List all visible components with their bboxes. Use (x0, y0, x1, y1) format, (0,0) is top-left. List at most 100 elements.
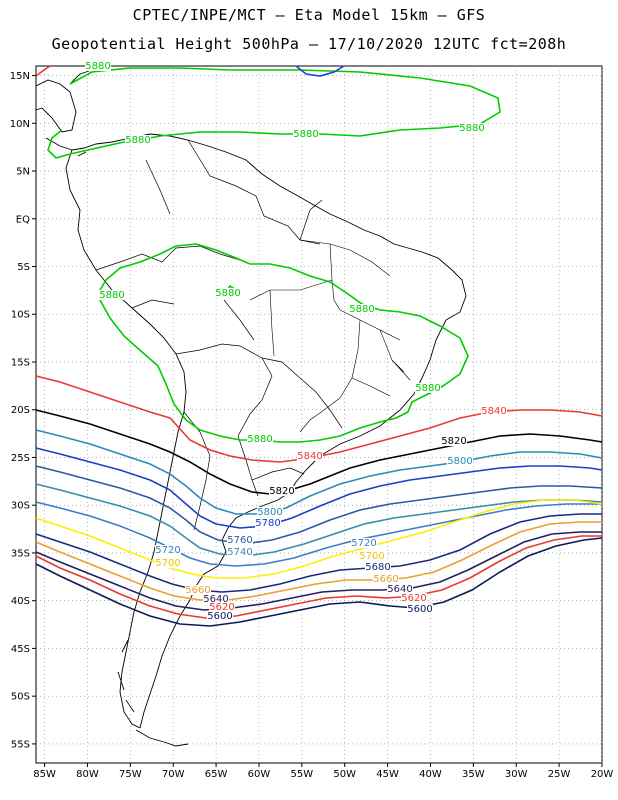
contour-label-bg (359, 551, 385, 561)
contour-label-bg (215, 288, 241, 298)
contour-label: 5660 (185, 585, 210, 596)
contour-label-bg (365, 562, 391, 572)
lon-tick-label: 20W (591, 769, 614, 780)
contour-label-bg (401, 593, 427, 603)
contour-5800 (35, 429, 603, 515)
contour-5680 (35, 513, 602, 593)
central-america-coast (35, 79, 77, 133)
contour-label: 5880 (293, 129, 318, 140)
brazil-states (249, 239, 411, 433)
lat-tick-label: 35S (11, 548, 30, 559)
contour-label: 5800 (447, 456, 472, 467)
lon-tick-label: 30W (505, 769, 528, 780)
lon-tick-label: 80W (76, 769, 99, 780)
contour-label-bg (351, 538, 377, 548)
lat-tick-label: 25S (11, 453, 30, 464)
contour-label: 5820 (269, 486, 294, 497)
lon-tick-label: 45W (376, 769, 399, 780)
lon-tick-label: 70W (162, 769, 185, 780)
contour-label-bg (373, 574, 399, 584)
contour-label: 5680 (365, 562, 390, 573)
contour-labels: 5880 5880 5880 5880 5880 5880 5880 5880 5880 5840… (85, 61, 507, 622)
chile-islands (117, 639, 135, 713)
contour-label: 5880 (349, 304, 374, 315)
contour-label: 5600 (207, 611, 232, 622)
lat-tick-label: 5S (17, 262, 30, 273)
contour-5840-west-pink (35, 65, 51, 77)
lat-tick-label: 40S (11, 596, 30, 607)
contour-label: 5840 (481, 406, 506, 417)
lat-tick-label: 50S (11, 692, 30, 703)
lon-tick-label: 65W (205, 769, 228, 780)
contour-label: 5660 (373, 574, 398, 585)
caribbean-islands (45, 65, 111, 157)
latitude-labels: 15N 10N 5N EQ 5S 10S 15S 20S 25S 30S 35S 40S 45S 50S 5… (10, 71, 36, 750)
contour-label-bg (293, 129, 319, 139)
contour-label-bg (269, 486, 295, 496)
contour-label-bg (247, 434, 273, 444)
contour-label-bg (203, 594, 229, 604)
contour-5740 (35, 483, 603, 557)
contour-label-bg (297, 451, 323, 461)
contour-5620 (35, 535, 602, 619)
contour-label-bg (481, 406, 507, 416)
contour-label: 5880 (215, 288, 240, 299)
contour-5600 (35, 537, 603, 627)
contour-label: 5620 (209, 602, 234, 613)
contour-label-bg (447, 456, 473, 466)
contour-label: 5700 (155, 558, 180, 569)
lat-tick-label: 10S (11, 310, 30, 321)
contour-5720 (35, 501, 602, 567)
south-america-west-coast (65, 149, 187, 729)
contour-label-bg (99, 290, 125, 300)
contour-label-bg (227, 547, 253, 557)
contour-label: 5880 (247, 434, 272, 445)
map-frame (35, 65, 603, 764)
contour-label: 5880 (125, 135, 150, 146)
contour-label-bg (255, 518, 281, 528)
contour-label-bg (459, 123, 485, 133)
gridlines (36, 66, 603, 763)
contour-label-bg (387, 584, 413, 594)
title-line-1: CPTEC/INPE/MCT – Eta Model 15km – GFS (132, 6, 486, 24)
contour-label: 5700 (359, 551, 384, 562)
lat-tick-label: 30S (11, 501, 30, 512)
contour-label: 5780 (255, 518, 280, 529)
contour-label-bg (155, 558, 181, 568)
contour-label-bg (85, 61, 111, 71)
lat-tick-label: 45S (11, 644, 30, 655)
contour-label: 5840 (297, 451, 322, 462)
country-borders (95, 139, 343, 531)
contour-label: 5620 (401, 593, 426, 604)
contour-label: 5640 (387, 584, 412, 595)
contour-label-bg (209, 602, 235, 612)
contour-label: 5880 (85, 61, 110, 72)
contour-label: 5720 (155, 545, 180, 556)
contour-label-bg (207, 611, 233, 621)
contour-label: 5880 (415, 383, 440, 394)
lat-tick-label: 55S (11, 739, 30, 750)
contour-5640 (35, 531, 602, 611)
contour-5780 (35, 447, 603, 529)
contour-5760 (35, 465, 603, 545)
coastlines-and-borders (35, 65, 467, 747)
title-line-2: Geopotential Height 500hPa – 17/10/2020 … (51, 35, 567, 53)
lon-tick-label: 25W (548, 769, 571, 780)
contour-5820 (35, 409, 603, 495)
contour-label: 5740 (227, 547, 252, 558)
lon-tick-label: 55W (291, 769, 314, 780)
contour-5700 (35, 499, 603, 579)
contour-label: 5640 (203, 594, 228, 605)
contour-label: 5820 (441, 436, 466, 447)
lat-tick-label: 15N (10, 71, 30, 82)
contour-label-bg (185, 585, 211, 595)
brazil-east-coast (319, 319, 447, 457)
lon-tick-label: 75W (119, 769, 142, 780)
contour-label-bg (257, 507, 283, 517)
contour-label: 5800 (257, 507, 282, 518)
contour-5660 (35, 521, 602, 601)
lat-tick-label: 20S (11, 405, 30, 416)
contour-label: 5720 (351, 538, 376, 549)
lon-tick-label: 60W (248, 769, 271, 780)
